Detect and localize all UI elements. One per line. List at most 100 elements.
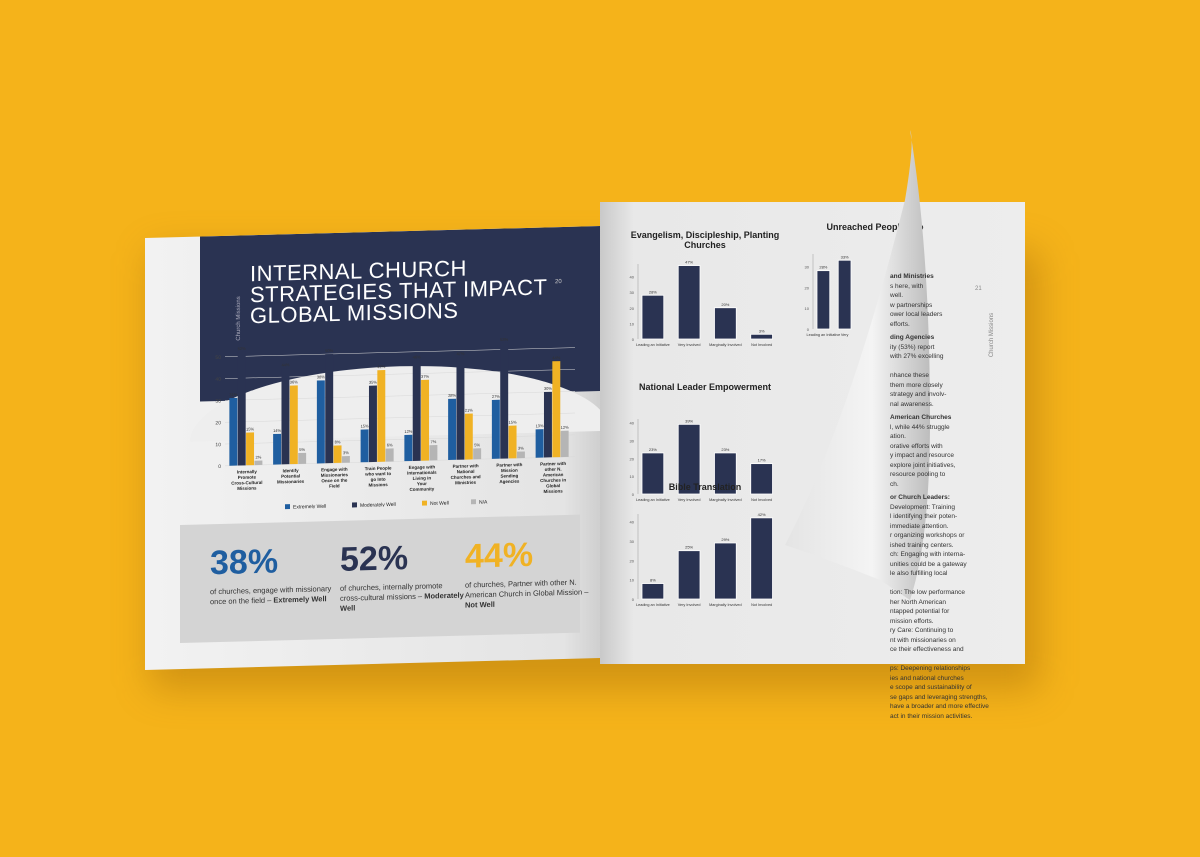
right-page-text: and Ministries s here, with well. w partner…	[890, 268, 1025, 721]
bar	[837, 259, 852, 330]
bar	[552, 361, 561, 458]
page-number: 21	[975, 286, 982, 292]
bar	[641, 294, 665, 340]
data-label: 37%	[421, 374, 429, 379]
x-tick-label: Partner withNationalChurches andMinistri…	[451, 463, 481, 485]
y-tick-label: 20	[630, 456, 635, 461]
data-label: 12%	[404, 429, 412, 434]
bar	[421, 379, 430, 461]
bar	[412, 360, 421, 461]
text-line: immediate attention.	[890, 522, 949, 530]
data-label: 28%	[819, 265, 827, 270]
text-line: Development: Training	[890, 503, 956, 511]
bar	[246, 432, 255, 466]
data-label: 15%	[246, 426, 254, 431]
data-label: 52%	[238, 346, 246, 351]
x-tick-label: InternallyPromoteCross-CulturalMissions	[231, 469, 262, 491]
bar	[385, 448, 394, 462]
x-tick-label: Very Involved	[678, 603, 701, 607]
x-tick-label: Not Involved	[751, 498, 772, 502]
x-tick-label: Partner withMissionSendingAgencies	[496, 462, 522, 484]
data-label: 8%	[650, 578, 656, 583]
y-tick-label: 20	[805, 285, 810, 290]
text-line: orative efforts with	[890, 442, 943, 450]
bar	[714, 307, 737, 340]
data-label: 14%	[273, 428, 281, 433]
small-bar-chart: 0 10 20 30 40 28% Leading an Initiative 47% Very…	[630, 260, 773, 347]
bar	[325, 353, 334, 464]
x-tick-label: Marginally Involved	[709, 603, 742, 607]
section-heading: and Ministries	[890, 273, 934, 280]
data-label: 33%	[841, 254, 849, 259]
bar	[677, 265, 701, 340]
x-tick-label: Engage withMissionariesOnce on theField	[321, 467, 349, 489]
x-tick-label: Very Involved	[678, 343, 701, 347]
text-line: ation.	[890, 433, 906, 440]
y-tick-label: 50	[215, 355, 221, 361]
text-line: e scope and sustainability of	[890, 684, 972, 691]
text-line: nhance these	[890, 372, 930, 379]
y-tick-label: 10	[630, 474, 635, 479]
x-tick-label: IdentifyPotentialMissionaries	[277, 468, 305, 485]
y-tick-label: 0	[632, 597, 635, 602]
data-label: 13%	[536, 423, 544, 428]
data-label: 29%	[721, 537, 729, 542]
x-tick-label: Train Peoplewho want togo IntoMissions	[364, 465, 392, 487]
y-tick-label: 30	[630, 539, 635, 544]
bar	[714, 452, 737, 495]
data-label: 42%	[758, 512, 766, 517]
y-tick-label: 0	[807, 327, 810, 332]
text-line: nt with missionaries on	[890, 636, 956, 644]
bar	[464, 413, 473, 460]
section-heading: ding Agencies	[890, 334, 935, 341]
text-line: le also fulfilling local	[890, 570, 948, 577]
bar	[237, 351, 246, 466]
bar	[560, 430, 569, 458]
bar	[333, 445, 342, 464]
main-bar-chart: 0 10 20 30 40 50 31% 52% 15% 2% InternallyPromoteC…	[215, 337, 575, 511]
x-tick-label: Not Involved	[751, 343, 772, 347]
x-tick-label: Leading an Initiative	[636, 498, 670, 502]
data-label: 6%	[387, 442, 393, 447]
data-label: 36%	[290, 379, 298, 384]
data-label: 17%	[758, 458, 766, 463]
text-line: strategy and involv-	[890, 391, 947, 398]
bar	[508, 425, 517, 459]
data-label: 15%	[509, 419, 517, 424]
data-label: 30%	[544, 386, 552, 391]
x-tick-label: Engage withInternationalsLiving inYourCo…	[407, 464, 437, 492]
text-line: have a broader and more effective	[890, 703, 989, 710]
bar	[491, 399, 500, 459]
bar	[750, 517, 773, 600]
data-label: 8%	[335, 439, 341, 444]
curled-page[interactable]	[785, 130, 930, 600]
text-line: unities could be a gateway	[890, 560, 967, 568]
text-line: l, while 44% struggle	[890, 423, 950, 431]
y-tick-label: 40	[215, 377, 221, 383]
text-line: ity (53%) report	[890, 343, 935, 351]
text-line: w partnerships	[890, 301, 933, 309]
data-label: 5%	[299, 447, 305, 452]
bar	[368, 385, 377, 463]
text-line: them more closely	[890, 381, 943, 389]
text-line: ower local leaders	[890, 311, 943, 318]
bar	[516, 451, 525, 459]
x-tick-label: Very	[841, 333, 849, 337]
y-tick-label: 20	[630, 306, 635, 311]
bar	[289, 385, 298, 465]
bar	[456, 357, 465, 460]
text-line: ce their effectiveness and	[890, 646, 964, 653]
text-line: ch: Engaging with interna-	[890, 551, 966, 558]
bar	[677, 423, 701, 495]
legend-swatch	[422, 500, 427, 506]
x-tick-label: Partner withother N.AmericanChurches inG…	[540, 461, 566, 494]
data-label: 53%	[500, 337, 508, 342]
data-label: 27%	[492, 394, 500, 399]
bar	[229, 397, 238, 466]
data-label: 42%	[377, 364, 385, 369]
bar	[535, 429, 544, 458]
y-tick-label: 20	[630, 558, 635, 563]
bar	[360, 429, 369, 463]
left-page: Church Missions 20 INTERNAL CHURCH STRAT…	[145, 226, 600, 670]
